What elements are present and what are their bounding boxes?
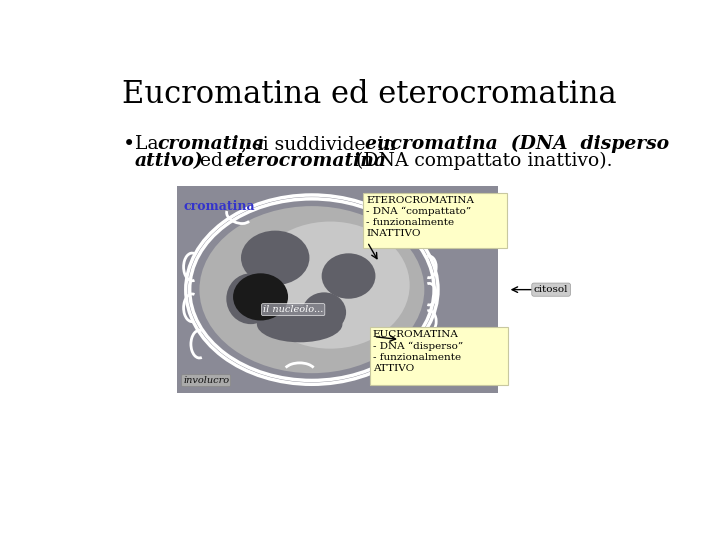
Ellipse shape <box>302 292 346 332</box>
Text: , si suddivide  in: , si suddivide in <box>241 135 402 153</box>
Text: cromatina: cromatina <box>158 135 265 153</box>
Text: citosol: citosol <box>534 285 568 294</box>
Text: cromatina: cromatina <box>183 200 255 213</box>
Text: attivo): attivo) <box>135 152 204 170</box>
Bar <box>364 193 507 248</box>
Text: Eucromatina ed eterocromatina: Eucromatina ed eterocromatina <box>122 78 616 110</box>
Ellipse shape <box>199 206 424 373</box>
Bar <box>177 186 498 393</box>
Ellipse shape <box>233 273 288 321</box>
Ellipse shape <box>322 253 375 299</box>
Text: eucromatina  (DNA  disperso: eucromatina (DNA disperso <box>365 135 670 153</box>
Text: ETEROCROMATINA
- DNA “compattato”
- funzionalmente
INATTIVO: ETEROCROMATINA - DNA “compattato” - funz… <box>366 195 474 239</box>
Ellipse shape <box>251 221 410 349</box>
Bar <box>370 327 508 385</box>
Text: (DNA compattato inattivo).: (DNA compattato inattivo). <box>350 152 613 170</box>
Ellipse shape <box>257 306 343 342</box>
Text: •: • <box>122 134 135 153</box>
Text: involucro: involucro <box>183 376 229 385</box>
Text: ed: ed <box>188 152 235 170</box>
Text: La: La <box>135 135 164 153</box>
Ellipse shape <box>241 231 310 285</box>
Ellipse shape <box>226 273 275 324</box>
Text: eterocromatina: eterocromatina <box>225 152 387 170</box>
Text: il nucleolo...: il nucleolo... <box>263 305 323 314</box>
Text: EUCROMATINA
- DNA “disperso”
- funzionalmente
ATTIVO: EUCROMATINA - DNA “disperso” - funzional… <box>373 330 463 373</box>
